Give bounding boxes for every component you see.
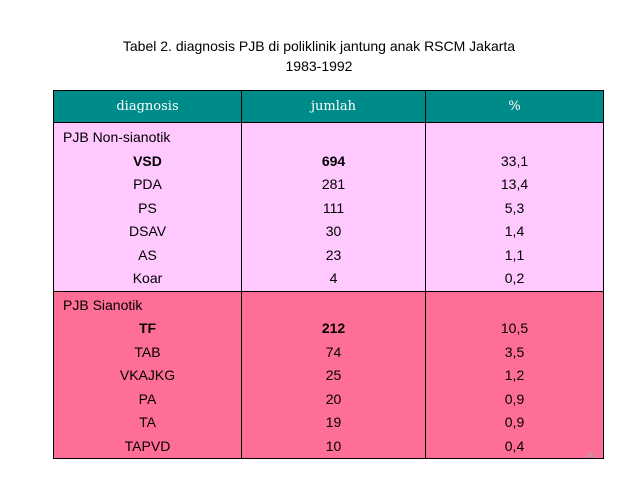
diagnosis-name: VKAJKG: [119, 367, 176, 383]
jumlah-value: 30: [325, 223, 342, 239]
percent-value: 0,2: [504, 270, 525, 286]
jumlah-value: 111: [322, 199, 345, 216]
diagnosis-name: TA: [139, 414, 156, 430]
jumlah-cell: 694 281 111 30 23 4: [241, 122, 426, 292]
diagnosis-table: diagnosis jumlah % PJB Non-sianotik VSD …: [53, 90, 604, 459]
group-label: PJB Sianotik: [63, 296, 143, 313]
diagnosis-name: TF: [138, 320, 157, 336]
header-percent: %: [425, 90, 604, 123]
jumlah-value: 19: [325, 414, 342, 430]
jumlah-value: 25: [325, 367, 342, 383]
diagnosis-name: PDA: [133, 176, 162, 192]
diagnosis-name: TAPVD: [124, 437, 171, 454]
group-label: PJB Non-sianotik: [63, 129, 171, 145]
percent-value: 10,5: [500, 320, 529, 336]
header-diagnosis: diagnosis: [53, 90, 242, 123]
jumlah-value: 212: [321, 320, 346, 336]
percent-value: 1,1: [504, 246, 525, 263]
percent-value: 0,4: [504, 437, 525, 454]
diagnosis-name: PA: [138, 390, 157, 407]
header-jumlah: jumlah: [241, 90, 426, 123]
jumlah-value: 4: [329, 270, 338, 286]
percent-value: 5,3: [504, 199, 525, 216]
diagnosis-name: Koar: [132, 270, 163, 286]
title-line-1: Tabel 2. diagnosis PJB di poliklinik jan…: [122, 38, 516, 54]
header-row: diagnosis jumlah %: [53, 90, 604, 123]
jumlah-value: 74: [325, 343, 342, 360]
diagnosis-cell: PJB Sianotik TF TAB VKAJKG PA TA TAPVD: [53, 290, 242, 459]
percent-value: 1,2: [504, 367, 525, 383]
percent-cell: 10,5 3,5 1,2 0,9 0,9 0,4: [425, 290, 604, 459]
percent-value: 33,1: [500, 152, 529, 169]
group-non-sianotik: PJB Non-sianotik VSD PDA PS DSAV AS Koar…: [53, 122, 604, 292]
percent-value: 1,4: [504, 223, 525, 239]
group-sianotik: PJB Sianotik TF TAB VKAJKG PA TA TAPVD 2…: [53, 290, 604, 459]
jumlah-value: 23: [325, 246, 342, 263]
percent-value: 13,4: [500, 176, 529, 192]
percent-value: 0,9: [504, 414, 525, 430]
diagnosis-name: TAB: [134, 343, 161, 360]
diagnosis-name: AS: [138, 246, 157, 263]
jumlah-value: 281: [321, 176, 346, 192]
table-title: Tabel 2. diagnosis PJB di poliklinik jan…: [0, 36, 638, 76]
page-number: 40: [586, 451, 595, 460]
percent-value: 0,9: [504, 390, 525, 407]
jumlah-value: 10: [325, 437, 342, 454]
jumlah-value: 694: [321, 152, 346, 169]
percent-cell: 33,1 13,4 5,3 1,4 1,1 0,2: [425, 122, 604, 292]
diagnosis-cell: PJB Non-sianotik VSD PDA PS DSAV AS Koar: [53, 122, 242, 292]
jumlah-value: 20: [325, 390, 342, 407]
percent-value: 3,5: [504, 343, 525, 360]
diagnosis-name: VSD: [133, 152, 162, 169]
title-line-2: 1983-1992: [285, 58, 353, 74]
jumlah-cell: 212 74 25 20 19 10: [241, 290, 426, 459]
diagnosis-name: PS: [138, 199, 157, 216]
diagnosis-name: DSAV: [128, 223, 167, 239]
